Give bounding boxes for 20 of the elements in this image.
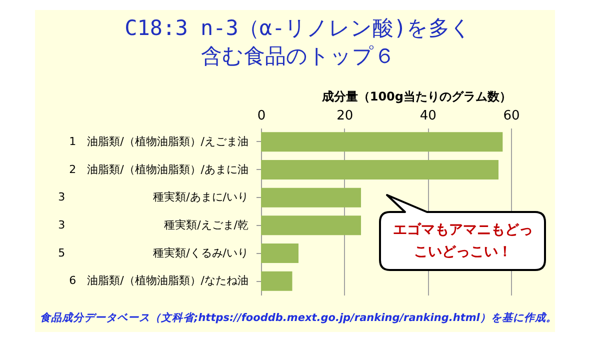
x-tick-label: 20 [336, 108, 354, 124]
x-tick-label: 40 [420, 108, 436, 124]
bar [261, 160, 498, 180]
y-tick-label: 1 油脂類/（植物油脂類）/えごま油 [69, 134, 248, 148]
bar [261, 188, 361, 208]
y-tick-label: 2 油脂類/（植物油脂類）/あまに油 [69, 162, 248, 176]
bar [261, 244, 298, 263]
y-tick-label: 6 油脂類/（植物油脂類）/なたね油 [69, 274, 248, 288]
y-tick-label: 5 種実類/くるみ/いり [58, 246, 248, 260]
y-tick-label: 3 種実類/あまに/いり [58, 190, 248, 204]
bar [261, 271, 292, 291]
bar [261, 132, 503, 152]
x-axis-title: 成分量（100g当たりのグラム数） [320, 90, 512, 104]
text: 食品成分データベース（文科省;https://fooddb.mext.go.jp/ranking/ranking.html）を基に作成。 [40, 311, 557, 325]
bar [261, 216, 361, 236]
annotation: エゴマもアマニもどっこいどっこい！ [392, 221, 534, 262]
chart-title: C18:3 n-3（α-リノレン酸)を多く含む食品のトップ６ [124, 15, 472, 70]
y-tick-label: 3 種実類/えごま/乾 [58, 218, 248, 232]
x-tick-label: 0 [257, 108, 266, 124]
x-tick-label: 60 [503, 108, 520, 124]
